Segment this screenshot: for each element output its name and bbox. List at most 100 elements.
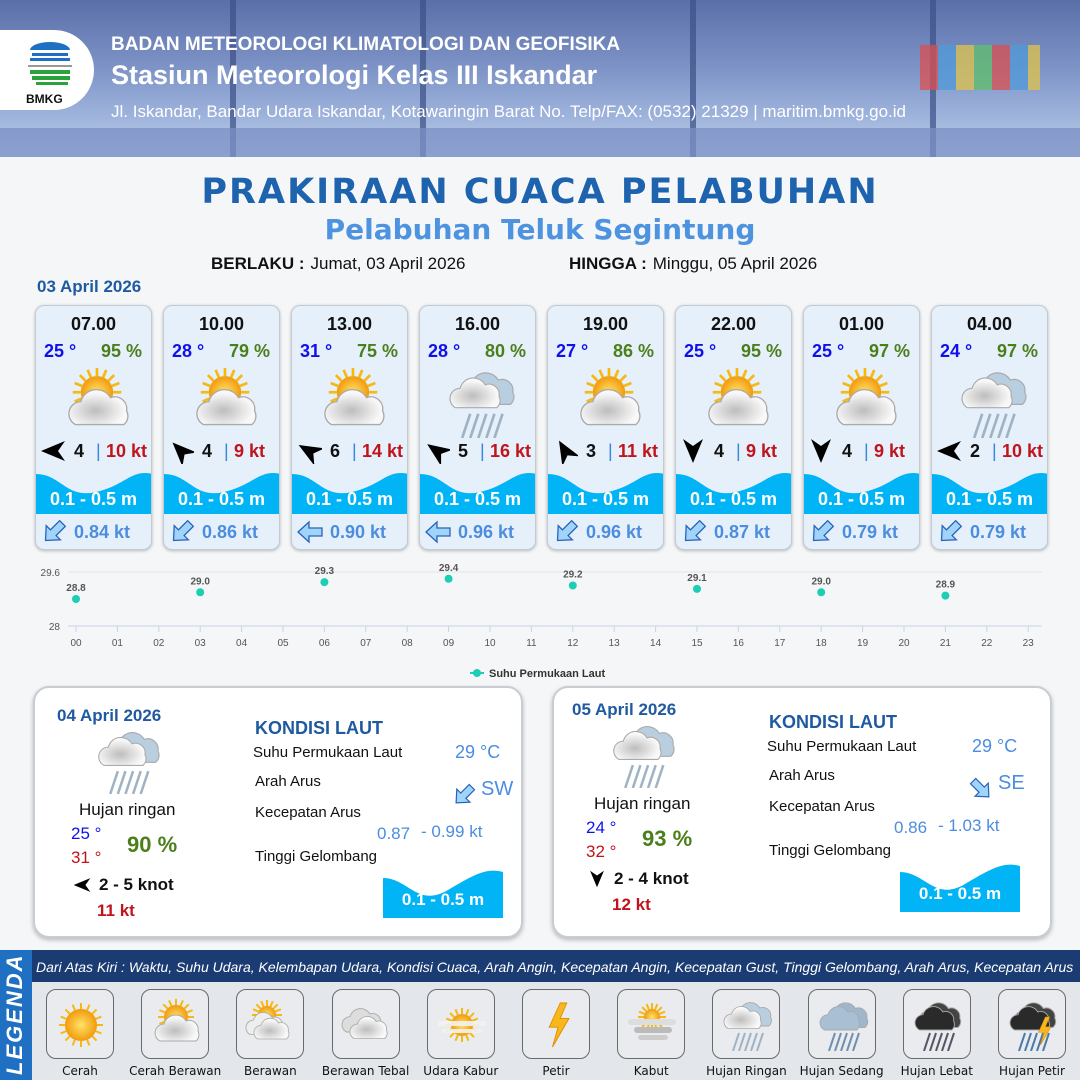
wind-direction-arrow-icon [680, 438, 706, 464]
temp-min: 25 ° [71, 824, 102, 843]
wind-direction-arrow-icon [296, 438, 325, 466]
air-temperature: 25 ° [684, 341, 717, 361]
current-direction-arrow-icon [424, 518, 452, 546]
air-temperature: 28 ° [172, 341, 205, 361]
data-label: 29.4 [439, 563, 459, 574]
sst-value: 29 °C [455, 742, 501, 762]
sea-condition-title: KONDISI LAUT [769, 712, 897, 732]
wave-height: 0.1 - 0.5 m [177, 489, 266, 509]
legend-item-label: Berawan Tebal [321, 1064, 410, 1078]
forecast-time: 13.00 [326, 314, 373, 334]
wave-height: 0.1 - 0.5 m [945, 489, 1034, 509]
gust-speed: 16 kt [490, 441, 532, 461]
gust-speed: 9 kt [746, 441, 778, 461]
wave-height-label: Tinggi Gelombang [255, 848, 378, 865]
air-temperature: 31 ° [300, 341, 333, 361]
x-tick-label: 12 [567, 638, 579, 649]
hujan-ringan-icon [610, 722, 676, 793]
wave-height: 0.1 - 0.5 m [433, 489, 522, 509]
current-speed: 0.86 kt [202, 522, 259, 542]
wave-icon [676, 464, 791, 514]
current-direction-arrow-icon [451, 782, 477, 813]
sst-label: Suhu Permukaan Laut [767, 738, 917, 755]
legend-description: Dari Atas Kiri : Waktu, Suhu Udara, Kele… [36, 959, 1074, 975]
wave-height: 0.1 - 0.5 m [49, 489, 138, 509]
data-point[interactable] [568, 581, 577, 590]
port-name: Pelabuhan Teluk Segintung [324, 213, 756, 246]
data-point[interactable] [196, 588, 205, 597]
station-address: Jl. Iskandar, Bandar Udara Iskandar, Kot… [111, 102, 907, 121]
humidity: 90 % [127, 832, 178, 857]
cerah-berawan-icon [318, 368, 388, 436]
hujan-lebat-icon [902, 989, 971, 1059]
humidity: 79 % [228, 341, 270, 361]
current-speed-min: 0.86 [894, 818, 928, 837]
humidity: 80 % [484, 341, 526, 361]
air-temperature: 25 ° [44, 341, 77, 361]
forecast-card: 01.00 25 ° 97 % 4 | 9 kt 0.1 - 0.5 m 0.79 kt [803, 305, 920, 550]
wind-speed: 5 [458, 441, 469, 461]
agency-name: BADAN METEOROLOGI KLIMATOLOGI DAN GEOFIS… [111, 34, 621, 55]
wind-speed-range: 2 - 4 knot [614, 869, 689, 888]
gust-speed: 11 kt [97, 901, 135, 920]
valid-from-label: BERLAKU : [211, 254, 305, 273]
hujan-ringan-icon [958, 368, 1028, 439]
hujan-ringan-icon [712, 989, 781, 1059]
data-point[interactable] [693, 584, 701, 593]
wind-speed-range: 2 - 5 knot [99, 875, 174, 894]
data-point[interactable] [817, 588, 826, 597]
wind-direction-arrow-icon [936, 438, 962, 464]
legend-marker [473, 669, 481, 677]
cerah-berawan-icon [190, 368, 260, 436]
separator: | [736, 441, 741, 461]
valid-to-label: HINGGA : [569, 254, 647, 273]
humidity: 97 % [868, 341, 910, 361]
separator: | [864, 441, 869, 461]
legend-item-label: Petir [542, 1064, 570, 1078]
page-title: PRAKIRAAN CUACA PELABUHAN [201, 172, 879, 212]
logo-text: BMKG [26, 92, 63, 106]
current-speed: 0.84 kt [74, 522, 131, 542]
wind-speed: 4 [74, 441, 85, 461]
sst-value: 29 °C [972, 736, 1018, 756]
separator: | [224, 441, 229, 461]
forecast-time: 22.00 [710, 314, 757, 334]
x-tick-label: 22 [981, 638, 993, 649]
data-point[interactable] [941, 591, 950, 600]
x-tick-label: 16 [733, 638, 745, 649]
data-point[interactable] [320, 578, 329, 587]
data-point[interactable] [72, 595, 80, 603]
x-tick-label: 15 [691, 638, 703, 649]
current-direction-label: Arah Arus [769, 767, 835, 784]
forecast-time: 01.00 [838, 314, 885, 334]
current-direction-arrow-icon [296, 518, 324, 546]
weather-label: Hujan ringan [594, 794, 691, 813]
hujan-ringan-icon [95, 728, 161, 799]
current-direction-arrow-icon [808, 518, 836, 546]
forecast-card: 04.00 24 ° 97 % 2 | 10 kt 0.1 - 0.5 m 0.79 kt [931, 305, 1048, 550]
legend-bar [32, 950, 1080, 982]
air-temperature: 27 ° [556, 341, 589, 361]
separator: | [96, 441, 101, 461]
temp-min: 24 ° [586, 818, 617, 837]
forecast-time: 19.00 [582, 314, 629, 334]
cerah-berawan-icon [574, 368, 644, 436]
x-tick-label: 11 [526, 638, 537, 649]
x-tick-label: 04 [236, 638, 248, 649]
current-speed-label: Kecepatan Arus [255, 804, 361, 821]
current-direction-arrow-icon [680, 518, 708, 546]
wind-speed: 4 [714, 441, 725, 461]
panel-day2: 04 April 2026 Hujan ringan 25 ° 31 ° 90 % 2 -… [33, 686, 523, 938]
data-label: 29.0 [190, 576, 210, 587]
current-speed-max: - 0.99 kt [421, 822, 483, 841]
data-point[interactable] [444, 574, 453, 583]
current-direction-arrow-icon [552, 518, 580, 546]
wind-direction-arrow-icon [40, 438, 66, 464]
forecast-card: 07.00 25 ° 95 % 4 | 10 kt 0.1 - 0.5 m 0.84 kt [35, 305, 152, 550]
forecast-card: 10.00 28 ° 79 % 4 | 9 kt 0.1 - 0.5 m 0.86 kt [163, 305, 280, 550]
panel-date: 04 April 2026 [57, 706, 162, 725]
gust-speed: 12 kt [612, 895, 651, 914]
wave-height: 0.1 - 0.5 m [817, 489, 906, 509]
wave-height-label: Tinggi Gelombang [769, 842, 892, 859]
station-name: Stasiun Meteorologi Kelas III Iskandar [111, 60, 598, 90]
